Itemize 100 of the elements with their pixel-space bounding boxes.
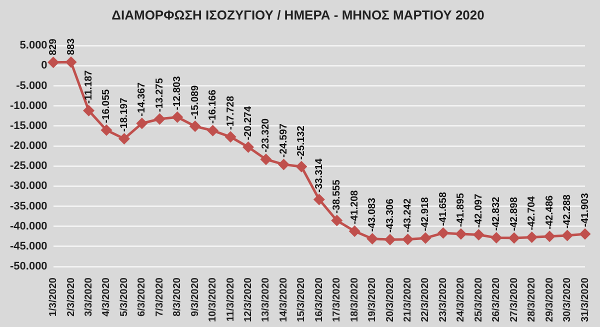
chart-title: ΔΙΑΜΟΡΦΩΣΗ ΙΣΟΖΥΓΙΟΥ / ΗΜΕΡΑ - ΜΗΝΟΣ ΜΑΡΤΙΟΥ 2020 bbox=[112, 7, 484, 22]
y-tick-label: -10.000 bbox=[10, 100, 48, 112]
point bbox=[544, 231, 555, 242]
point bbox=[491, 232, 502, 243]
data-label: -41.658 bbox=[438, 192, 449, 226]
x-tick-label: 28/3/2020 bbox=[526, 277, 538, 322]
data-label: -43.083 bbox=[367, 197, 378, 232]
x-tick-label: 30/3/2020 bbox=[562, 277, 574, 322]
data-label: -43.242 bbox=[402, 198, 414, 232]
data-label: -17.728 bbox=[225, 96, 236, 130]
data-label: 829 bbox=[48, 38, 60, 56]
x-tick-label: 23/3/2020 bbox=[438, 277, 449, 322]
x-tick-label: 3/3/2020 bbox=[84, 277, 95, 316]
x-tick-label: 4/3/2020 bbox=[101, 277, 112, 316]
point bbox=[473, 230, 484, 240]
x-tick-label: 26/3/2020 bbox=[491, 277, 502, 322]
point bbox=[367, 233, 378, 244]
x-tick-label: 20/3/2020 bbox=[384, 277, 396, 322]
x-tick-label: 2/3/2020 bbox=[66, 277, 77, 316]
data-label: -24.597 bbox=[278, 123, 290, 158]
point bbox=[66, 56, 76, 68]
point bbox=[420, 232, 431, 244]
point bbox=[314, 194, 324, 205]
data-label: -42.918 bbox=[420, 196, 432, 232]
point bbox=[208, 125, 218, 136]
y-tick-label: -5.000 bbox=[16, 80, 48, 92]
y-tick-label: -25.000 bbox=[10, 160, 48, 172]
data-label: -14.367 bbox=[136, 82, 148, 116]
x-tick-label: 13/3/2020 bbox=[260, 277, 272, 322]
y-tick-label: -35.000 bbox=[10, 200, 48, 212]
x-tick-label: 16/3/2020 bbox=[314, 277, 325, 322]
data-label: -43.306 bbox=[384, 198, 396, 233]
point bbox=[384, 234, 396, 245]
point bbox=[190, 121, 200, 132]
data-label: -41.895 bbox=[456, 192, 467, 227]
data-label: -41.903 bbox=[580, 192, 591, 227]
point bbox=[84, 105, 94, 116]
x-tick-label: 31/3/2020 bbox=[580, 277, 591, 322]
y-tick-label: -50.000 bbox=[10, 260, 48, 273]
point bbox=[332, 215, 342, 226]
data-label: -41.208 bbox=[349, 190, 360, 224]
point bbox=[172, 112, 183, 122]
x-tick-label: 10/3/2020 bbox=[208, 277, 219, 322]
y-tick-label: 5.000 bbox=[20, 40, 48, 52]
x-tick-label: 1/3/2020 bbox=[48, 277, 60, 316]
x-tick-label: 8/3/2020 bbox=[172, 277, 184, 316]
y-tick-label: -40.000 bbox=[10, 220, 48, 232]
x-tick-label: 24/3/2020 bbox=[456, 277, 467, 322]
x-tick-label: 27/3/2020 bbox=[508, 277, 520, 322]
x-tick-label: 17/3/2020 bbox=[332, 277, 343, 322]
point bbox=[508, 232, 520, 244]
point bbox=[136, 118, 148, 129]
point bbox=[225, 132, 236, 142]
y-tick-label: -15.000 bbox=[10, 120, 48, 132]
x-tick-label: 21/3/2020 bbox=[402, 277, 414, 322]
point bbox=[260, 154, 272, 165]
x-tick-label: 6/3/2020 bbox=[136, 277, 148, 316]
point bbox=[101, 124, 112, 136]
data-label: -25.132 bbox=[296, 125, 308, 160]
point bbox=[118, 134, 130, 144]
y-tick-label: 0 bbox=[41, 60, 48, 72]
x-tick-label: 5/3/2020 bbox=[118, 277, 130, 316]
x-tick-label: 15/3/2020 bbox=[296, 277, 308, 322]
point bbox=[48, 57, 59, 68]
y-tick-label: -45.000 bbox=[10, 240, 48, 252]
y-tick-label: -30.000 bbox=[10, 180, 48, 192]
data-label: -15.089 bbox=[190, 84, 201, 120]
x-tick-label: 7/3/2020 bbox=[154, 277, 166, 316]
data-label: -13.275 bbox=[154, 78, 166, 112]
data-label: -42.898 bbox=[508, 196, 520, 231]
x-tick-label: 14/3/2020 bbox=[278, 277, 290, 322]
x-tick-label: 19/3/2020 bbox=[367, 277, 378, 322]
point bbox=[402, 234, 414, 245]
data-label: -16.055 bbox=[101, 88, 112, 124]
data-label: -42.097 bbox=[473, 193, 484, 228]
data-label: -33.314 bbox=[314, 158, 325, 192]
x-tick-label: 29/3/2020 bbox=[544, 277, 556, 322]
data-label: -42.486 bbox=[544, 194, 556, 230]
point bbox=[278, 159, 289, 170]
x-tick-label: 12/3/2020 bbox=[243, 277, 254, 322]
point bbox=[349, 226, 360, 236]
data-label: -42.288 bbox=[562, 194, 574, 229]
data-label: -42.832 bbox=[491, 196, 502, 231]
x-tick-label: 22/3/2020 bbox=[420, 277, 432, 322]
point bbox=[562, 230, 573, 241]
y-tick-label: -20.000 bbox=[10, 140, 48, 152]
point bbox=[243, 142, 254, 152]
point bbox=[296, 161, 307, 172]
point bbox=[456, 228, 466, 240]
data-label: 883 bbox=[66, 38, 77, 56]
data-label: -18.197 bbox=[118, 97, 130, 132]
point bbox=[154, 114, 165, 124]
x-tick-label: 18/3/2020 bbox=[349, 277, 360, 322]
x-tick-label: 11/3/2020 bbox=[225, 277, 236, 322]
data-label: -12.803 bbox=[172, 76, 184, 110]
data-label: -23.320 bbox=[260, 118, 272, 152]
x-tick-label: 25/3/2020 bbox=[473, 277, 484, 322]
data-label: -20.274 bbox=[243, 106, 254, 140]
data-label: -38.555 bbox=[332, 179, 343, 214]
data-label: -11.187 bbox=[84, 70, 95, 104]
